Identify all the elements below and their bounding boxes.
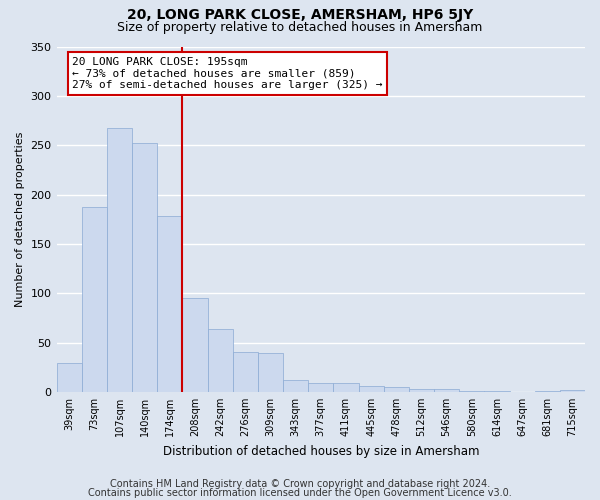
- Bar: [409, 389, 434, 392]
- Bar: [359, 386, 383, 392]
- Bar: [233, 352, 258, 392]
- Bar: [208, 329, 233, 392]
- Bar: [308, 383, 334, 392]
- Text: 20 LONG PARK CLOSE: 195sqm
← 73% of detached houses are smaller (859)
27% of sem: 20 LONG PARK CLOSE: 195sqm ← 73% of deta…: [73, 57, 383, 90]
- Text: Contains public sector information licensed under the Open Government Licence v3: Contains public sector information licen…: [88, 488, 512, 498]
- Bar: [459, 391, 484, 392]
- X-axis label: Distribution of detached houses by size in Amersham: Distribution of detached houses by size …: [163, 444, 479, 458]
- Bar: [132, 143, 157, 392]
- Bar: [107, 128, 132, 392]
- Bar: [182, 298, 208, 392]
- Bar: [334, 383, 359, 392]
- Text: 20, LONG PARK CLOSE, AMERSHAM, HP6 5JY: 20, LONG PARK CLOSE, AMERSHAM, HP6 5JY: [127, 8, 473, 22]
- Bar: [157, 216, 182, 392]
- Bar: [258, 354, 283, 392]
- Bar: [56, 364, 82, 392]
- Bar: [82, 208, 107, 392]
- Bar: [283, 380, 308, 392]
- Y-axis label: Number of detached properties: Number of detached properties: [15, 132, 25, 307]
- Text: Contains HM Land Registry data © Crown copyright and database right 2024.: Contains HM Land Registry data © Crown c…: [110, 479, 490, 489]
- Text: Size of property relative to detached houses in Amersham: Size of property relative to detached ho…: [118, 21, 482, 34]
- Bar: [484, 391, 509, 392]
- Bar: [535, 391, 560, 392]
- Bar: [560, 390, 585, 392]
- Bar: [434, 389, 459, 392]
- Bar: [383, 387, 409, 392]
